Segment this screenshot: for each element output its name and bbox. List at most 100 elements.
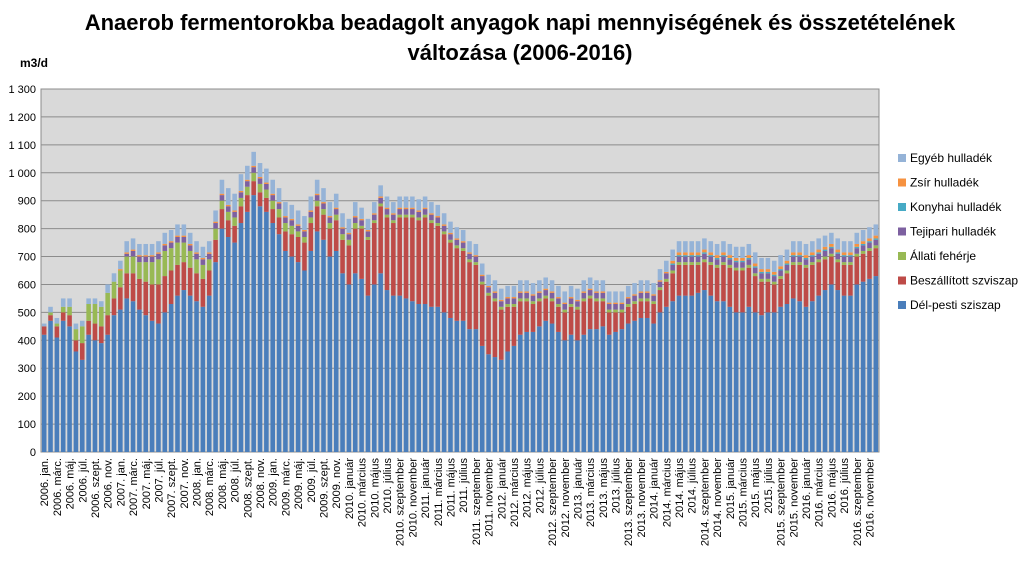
bar-segment [733,246,739,258]
bar-segment [689,264,694,296]
bar-segment [460,248,466,251]
bar-segment [340,234,345,240]
bar-segment [524,280,529,292]
bar-segment [54,317,60,324]
bar-segment [308,210,314,212]
bar-segment [816,253,821,260]
bar-segment [759,257,764,270]
bar-segment [327,202,333,217]
bar-segment [327,228,333,257]
legend-label: Egyéb hulladék [910,151,993,165]
bar-segment [321,209,326,215]
x-tick-label: 2013. január [572,458,584,519]
bar-segment [467,252,472,254]
bar-segment [625,304,631,307]
bar-segment [765,269,771,272]
bar-segment [86,320,91,335]
bar-segment [714,259,720,265]
y-axis-label: m3/d [20,56,48,70]
bar-segment [384,217,390,291]
bar-segment [848,241,853,253]
bar-segment [257,192,263,207]
legend-label: Tejipari hulladék [910,225,997,239]
bar-segment [759,269,764,272]
bar-segment [295,210,301,225]
x-tick-label: 2015. szeptember [776,458,788,546]
bar-segment [664,260,669,272]
bar-segment [289,204,295,219]
bar-segment [505,298,510,304]
bar-segment [810,262,815,265]
x-tick-label: 2013. július [611,458,623,514]
bar-segment [60,306,66,313]
bar-segment [372,202,377,214]
bar-segment [714,257,720,260]
bar-segment [511,306,517,346]
bar-segment [791,256,796,263]
bar-segment [156,259,161,285]
bar-segment [486,287,491,293]
bar-segment [403,298,409,452]
bar-segment [73,340,79,352]
y-tick-label: 800 [18,224,36,236]
bar-segment [48,320,53,452]
bar-segment [759,278,764,282]
y-tick-label: 700 [18,252,36,264]
bar-segment [206,295,212,452]
legend-label: Dél-pesti sziszap [910,298,1001,312]
bar-segment [333,209,339,215]
bar-segment [638,301,644,318]
bar-segment [708,252,714,256]
bar-segment [245,165,250,180]
bar-segment [625,285,631,298]
bar-segment [518,334,523,452]
bar-segment [441,234,447,313]
bar-segment [372,214,377,221]
bar-segment [60,320,66,452]
x-tick-label: 2011. május [445,458,457,518]
bar-segment [651,301,656,305]
bar-segment [492,357,498,452]
bar-segment [92,304,98,324]
bar-segment [41,323,47,327]
bar-segment [867,278,872,452]
bar-segment [524,301,529,332]
bar-segment [143,256,149,263]
bar-segment [556,304,561,307]
x-tick-label: 2014. május [674,458,686,518]
bar-segment [740,257,745,261]
bar-segment [771,260,777,272]
x-tick-label: 2010. november [407,458,419,538]
bar-segment [175,235,180,237]
bar-segment [454,248,460,321]
bar-segment [156,252,161,254]
bar-segment [714,243,720,256]
bar-segment [219,209,225,229]
bar-segment [873,245,879,249]
bar-segment [410,214,415,218]
x-tick-label: 2008. márc. [204,458,216,516]
bar-segment [245,211,250,452]
bar-segment [676,241,682,253]
bar-segment [448,239,453,243]
bar-segment [219,193,225,196]
bar-segment [797,301,802,452]
bar-segment [791,252,796,256]
bar-segment [352,216,358,218]
bar-segment [492,291,498,293]
bar-segment [600,291,606,293]
bar-segment [632,283,637,295]
bar-segment [860,281,866,452]
bar-segment [587,298,593,330]
bar-segment [264,168,269,183]
legend-label: Zsír hulladék [910,176,980,190]
bar-segment [676,262,682,265]
bar-segment [556,298,561,304]
bar-segment [803,267,809,307]
bar-segment [581,291,587,293]
bar-segment [829,256,834,285]
bar-segment [283,217,288,224]
bar-segment [689,262,694,265]
bar-segment [556,306,561,332]
bar-segment [543,320,548,452]
